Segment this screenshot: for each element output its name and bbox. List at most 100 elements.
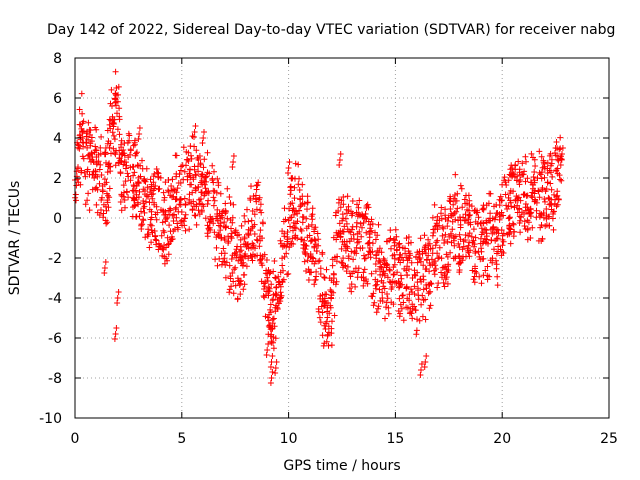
data-point [150,190,157,197]
data-point [419,250,426,257]
data-point [309,254,316,261]
data-point [340,255,347,262]
data-point [422,316,429,323]
data-point [118,141,124,148]
data-point [249,257,256,264]
data-point [111,136,118,143]
data-point [541,165,548,172]
data-point [302,250,309,257]
data-point [472,248,479,255]
data-point [398,305,405,312]
data-point [145,193,152,200]
data-point [230,159,237,165]
data-point [171,187,178,194]
data-point [77,181,84,188]
data-point [400,299,407,306]
data-point [198,173,205,180]
data-point [312,241,319,248]
data-point [97,144,104,151]
data-point [527,210,534,217]
data-point [272,292,279,299]
data-point [101,265,108,271]
data-point [272,274,279,281]
data-point [471,243,477,250]
data-point [261,286,267,292]
data-point [367,249,374,256]
data-point [240,272,247,278]
data-point [441,237,448,243]
data-point [548,156,555,163]
data-point [254,237,261,244]
data-point [344,193,351,200]
data-point [457,214,463,221]
data-point [111,336,118,342]
data-point [236,231,242,238]
data-point [98,197,105,203]
data-point [360,274,367,281]
data-point [303,215,310,222]
data-point [299,236,305,243]
data-point [109,120,116,127]
data-point [394,269,401,276]
data-point [209,162,216,169]
data-point [165,251,172,258]
data-point [257,256,264,263]
data-point [346,285,353,292]
data-point [198,207,205,214]
data-point [195,168,202,175]
data-point [514,173,521,180]
data-point [193,172,199,179]
data-point [330,270,337,277]
data-point [348,248,355,255]
data-point [181,168,188,175]
data-point [375,249,382,256]
data-point [484,263,491,270]
data-point [88,149,95,156]
y-tick-label: 6 [53,91,62,107]
data-point [472,234,479,241]
data-point [288,187,294,194]
data-point [425,290,432,297]
data-point [319,249,326,256]
data-point [477,235,484,242]
data-point [136,131,143,137]
data-point [397,259,404,266]
data-point [106,185,113,192]
data-point [160,189,167,196]
data-point [509,220,516,227]
data-point [527,235,534,241]
data-point [136,188,143,195]
data-point [413,254,419,261]
data-point [366,244,373,251]
data-point [263,352,270,358]
data-point [538,169,545,176]
data-point [291,224,298,231]
data-point [199,140,206,146]
data-point [444,223,451,230]
data-point [553,139,560,145]
data-point [489,215,496,222]
data-point [374,278,381,285]
data-point [353,223,360,230]
data-point [226,194,233,200]
data-point [292,160,299,167]
data-point [122,178,129,185]
data-point [231,250,238,257]
data-point [388,299,395,306]
data-point [375,221,382,228]
data-point [403,284,410,291]
data-point [260,220,266,227]
data-point [447,206,454,212]
data-point [115,159,122,166]
data-point [267,364,274,370]
data-point [236,248,243,255]
data-point [400,292,406,299]
data-point [191,134,197,140]
data-point [248,253,255,260]
data-point [374,232,381,239]
data-point [162,179,169,186]
data-point [305,277,312,283]
data-point [134,179,141,185]
data-point [304,206,310,213]
data-point [323,266,330,273]
